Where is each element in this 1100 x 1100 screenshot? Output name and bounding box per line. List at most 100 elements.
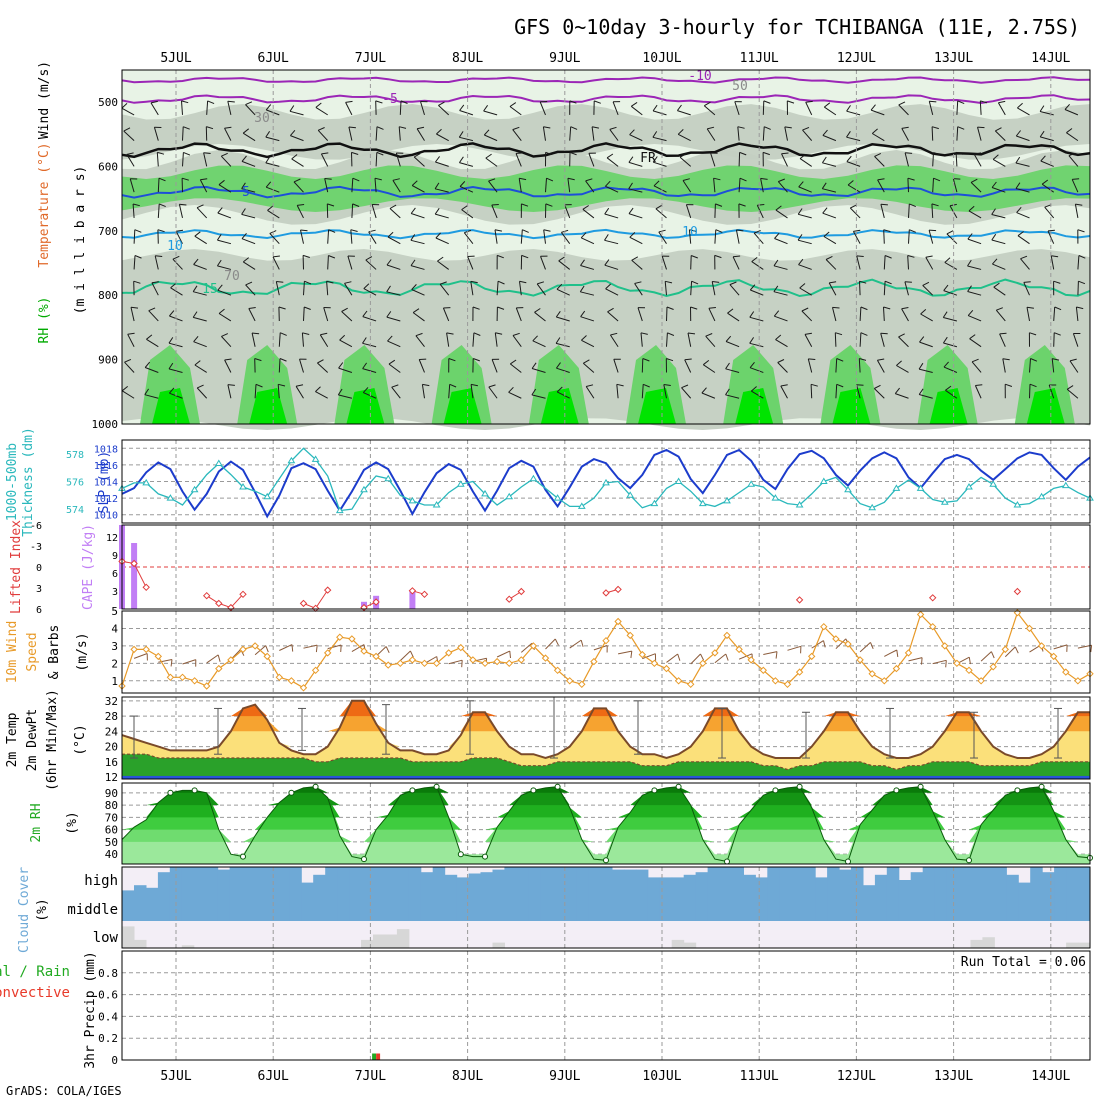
sounding-wind-barb-shaft: [749, 316, 764, 322]
cloud-low-bar: [122, 926, 135, 948]
sounding-wind-barb: [564, 204, 572, 219]
sounding-wind-barb-shaft: [802, 129, 813, 141]
sounding-wind-barb-shaft: [977, 126, 982, 141]
sounding-wind-barb-shaft: [496, 281, 499, 296]
cloud-high-bar: [1078, 867, 1091, 893]
sounding-wind-barb-flag: [276, 281, 284, 283]
precip-axis-label: 3hr Precip (mm): [83, 951, 98, 1068]
sounding-wind-barb-flag: [616, 383, 624, 387]
sounding-wind-barb-shaft: [616, 384, 619, 399]
sounding-wind-barb-shaft: [289, 110, 304, 116]
sounding-wind-barb-shaft: [178, 204, 183, 219]
thickness-point: [311, 455, 320, 462]
sounding-wind-barb: [677, 129, 691, 142]
sounding-wind-barb-flag: [582, 205, 589, 210]
sounding-wind-barb: [904, 281, 912, 296]
wind-speed-point: [360, 647, 368, 655]
surface-wind-barb: [279, 644, 294, 652]
cloud-high-bar: [731, 867, 744, 893]
sounding-wind-barb-shaft: [760, 178, 764, 193]
sounding-wind-barb-shaft: [585, 180, 595, 193]
sounding-wind-barb: [434, 182, 449, 193]
sounding-wind-barb-flag: [172, 255, 180, 260]
rh-point: [772, 787, 779, 794]
sounding-wind-barb: [216, 259, 232, 270]
sounding-wind-barb-flag: [485, 153, 492, 159]
sounding-wind-barb-flag: [846, 105, 851, 112]
wind-speed-point: [420, 659, 429, 668]
sounding-wind-barb-flag: [832, 306, 840, 309]
sounding-wind-barb: [846, 131, 861, 142]
precip-tick-label: 0.8: [98, 967, 118, 980]
sounding-wind-barb-shaft: [581, 339, 595, 348]
cloud-high-bar: [946, 867, 960, 893]
sounding-wind-barb-flag: [797, 234, 803, 241]
sounding-wind-barb-shaft: [773, 265, 788, 270]
sounding-wind-barb: [908, 229, 916, 244]
sounding-wind-barb-flag: [773, 285, 779, 292]
wind-speed-point: [977, 677, 985, 685]
surface-wind-barb-flag: [461, 660, 463, 668]
sounding-wind-barb: [410, 259, 425, 270]
sounding-wind-barb-shaft: [1066, 388, 1079, 399]
sounding-wind-barb-shaft: [386, 264, 401, 270]
sounding-wind-barb: [178, 203, 187, 219]
sounding-wind-barb-flag: [907, 255, 915, 258]
surface-wind-barb-shaft: [520, 642, 533, 653]
sounding-wind-barb-flag: [971, 358, 979, 363]
sounding-wind-barb-flag: [245, 281, 253, 286]
lifted-tick-label: 6: [36, 605, 42, 616]
cloud-middle-bar: [313, 893, 326, 921]
sounding-wind-barb-flag: [146, 334, 153, 340]
cloud-middle-bar: [384, 893, 398, 921]
sounding-wind-barb-shaft: [386, 316, 401, 322]
cape-tick-label: 9: [112, 551, 118, 562]
cloud-high-bar: [349, 867, 362, 893]
cloud-high-bar: [205, 867, 219, 893]
sounding-wind-barb-flag: [227, 384, 235, 386]
sounding-wind-barb-shaft: [411, 185, 425, 193]
sounding-wind-barb-flag: [860, 332, 868, 336]
sounding-wind-barb-shaft: [227, 384, 232, 399]
sounding-wind-barb-shaft: [904, 152, 909, 167]
contour-freezing: [121, 142, 1091, 159]
sounding-wind-barb-flag: [931, 126, 939, 130]
contour-label: -10: [688, 69, 711, 84]
cloud-high-bar: [396, 867, 410, 893]
sounding-wind-barb-flag: [957, 100, 965, 105]
sounding-wind-barb-flag: [289, 105, 295, 112]
sounding-wind-barb-flag: [713, 177, 721, 181]
sounding-wind-barb-flag: [555, 311, 561, 318]
cloud-middle-bar: [205, 893, 219, 921]
sounding-wind-barb: [1053, 332, 1061, 347]
sounding-wind-barb: [170, 282, 183, 296]
sounding-wind-barb-flag: [823, 231, 830, 237]
sounding-wind-barb-shaft: [542, 126, 546, 141]
sounding-wind-barb: [1075, 306, 1084, 322]
wind-speed-point: [166, 673, 175, 682]
rh-fill-band: [122, 786, 1090, 793]
sounding-wind-barb-flag: [337, 388, 343, 396]
temp-base-strip: [122, 775, 1090, 780]
sounding-wind-barb-flag: [413, 153, 421, 158]
sounding-wind-barb-shaft: [269, 233, 280, 245]
sounding-wind-barb-flag: [304, 306, 311, 310]
sounding-wind-barb-flag: [151, 281, 159, 284]
sounding-wind-barb-shaft: [661, 255, 667, 270]
sounding-wind-barb-flag: [255, 383, 263, 388]
sounding-wind-barb: [901, 126, 909, 141]
surface-wind-barb: [133, 653, 148, 661]
sounding-wind-barb-shaft: [799, 287, 812, 296]
sounding-wind-barb: [182, 126, 190, 141]
sounding-wind-barb-flag: [677, 129, 684, 135]
thickness-axis-label-1: 1000-500mb: [5, 443, 20, 521]
sounding-wind-barb-shaft: [1071, 179, 1079, 193]
sounding-wind-barb: [1015, 156, 1030, 167]
rh-convective-cell: [140, 345, 200, 424]
cloud-middle-bar: [671, 893, 685, 921]
sounding-wind-barb-shaft: [920, 313, 933, 322]
cape-axis-label: CAPE (J/kg): [81, 524, 96, 610]
sounding-wind-barb-flag: [169, 310, 175, 317]
thickness-point: [1013, 501, 1022, 508]
sounding-wind-barb-flag: [585, 178, 593, 182]
